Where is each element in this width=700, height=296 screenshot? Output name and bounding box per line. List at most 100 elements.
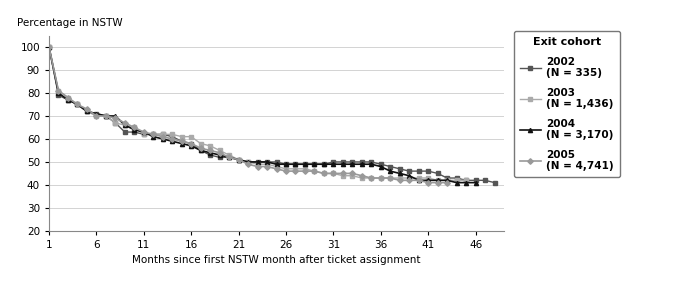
- 2003
(N = 1,436): [395, 176, 404, 180]
- 2002
(N = 335): [120, 130, 129, 134]
- 2002
(N = 335): [149, 133, 158, 136]
- Line: 2002
(N = 335): 2002 (N = 335): [48, 45, 496, 184]
- Line: 2003
(N = 1,436): 2003 (N = 1,436): [48, 45, 468, 182]
- 2002
(N = 335): [490, 181, 498, 184]
- 2005
(N = 4,741): [386, 176, 395, 180]
- 2004
(N = 3,170): [253, 160, 262, 164]
- 2005
(N = 4,741): [443, 181, 452, 184]
- 2005
(N = 4,741): [424, 181, 433, 184]
- 2003
(N = 1,436): [55, 89, 63, 92]
- 2002
(N = 335): [253, 160, 262, 164]
- 2002
(N = 335): [197, 149, 205, 152]
- 2005
(N = 4,741): [187, 142, 195, 145]
- 2002
(N = 335): [367, 160, 375, 164]
- 2004
(N = 3,170): [424, 178, 433, 182]
- 2004
(N = 3,170): [377, 165, 385, 168]
- 2002
(N = 335): [405, 169, 414, 173]
- 2003
(N = 1,436): [102, 114, 110, 118]
- 2002
(N = 335): [310, 163, 319, 166]
- 2002
(N = 335): [262, 160, 271, 164]
- 2003
(N = 1,436): [414, 176, 423, 180]
- 2004
(N = 3,170): [405, 174, 414, 178]
- 2003
(N = 1,436): [158, 133, 167, 136]
- 2004
(N = 3,170): [272, 163, 281, 166]
- 2004
(N = 3,170): [102, 114, 110, 118]
- 2004
(N = 3,170): [206, 151, 214, 155]
- 2004
(N = 3,170): [414, 178, 423, 182]
- 2002
(N = 335): [291, 163, 300, 166]
- 2002
(N = 335): [471, 178, 480, 182]
- 2002
(N = 335): [433, 172, 442, 175]
- 2003
(N = 1,436): [139, 133, 148, 136]
- 2004
(N = 3,170): [443, 178, 452, 182]
- 2003
(N = 1,436): [111, 121, 120, 125]
- 2005
(N = 4,741): [244, 163, 252, 166]
- 2003
(N = 1,436): [339, 174, 347, 178]
- 2003
(N = 1,436): [83, 110, 91, 113]
- 2005
(N = 4,741): [377, 176, 385, 180]
- 2002
(N = 335): [386, 165, 395, 168]
- 2002
(N = 335): [206, 153, 214, 157]
- 2003
(N = 1,436): [197, 142, 205, 145]
- 2005
(N = 4,741): [168, 137, 176, 141]
- 2003
(N = 1,436): [367, 176, 375, 180]
- 2005
(N = 4,741): [329, 172, 337, 175]
- 2004
(N = 3,170): [291, 163, 300, 166]
- 2004
(N = 3,170): [197, 149, 205, 152]
- 2003
(N = 1,436): [244, 160, 252, 164]
- 2004
(N = 3,170): [367, 163, 375, 166]
- 2002
(N = 335): [168, 135, 176, 139]
- 2005
(N = 4,741): [395, 178, 404, 182]
- 2005
(N = 4,741): [291, 169, 300, 173]
- 2004
(N = 3,170): [395, 172, 404, 175]
- 2003
(N = 1,436): [424, 176, 433, 180]
- 2002
(N = 335): [45, 45, 53, 49]
- 2005
(N = 4,741): [92, 114, 101, 118]
- 2002
(N = 335): [358, 160, 366, 164]
- 2004
(N = 3,170): [55, 91, 63, 95]
- 2002
(N = 335): [111, 121, 120, 125]
- 2003
(N = 1,436): [206, 144, 214, 148]
- 2005
(N = 4,741): [149, 133, 158, 136]
- 2004
(N = 3,170): [130, 128, 139, 131]
- 2005
(N = 4,741): [358, 174, 366, 178]
- 2003
(N = 1,436): [149, 133, 158, 136]
- Line: 2004
(N = 3,170): 2004 (N = 3,170): [47, 45, 477, 185]
- 2004
(N = 3,170): [462, 181, 470, 184]
- 2002
(N = 335): [377, 163, 385, 166]
- 2004
(N = 3,170): [45, 45, 53, 49]
- 2002
(N = 335): [234, 158, 243, 161]
- 2003
(N = 1,436): [262, 163, 271, 166]
- 2005
(N = 4,741): [102, 114, 110, 118]
- 2003
(N = 1,436): [234, 158, 243, 161]
- 2005
(N = 4,741): [320, 172, 328, 175]
- 2004
(N = 3,170): [64, 98, 72, 102]
- 2003
(N = 1,436): [377, 176, 385, 180]
- 2005
(N = 4,741): [234, 158, 243, 161]
- 2002
(N = 335): [74, 103, 82, 106]
- 2003
(N = 1,436): [310, 169, 319, 173]
- 2003
(N = 1,436): [358, 176, 366, 180]
- 2002
(N = 335): [329, 160, 337, 164]
- 2004
(N = 3,170): [452, 181, 461, 184]
- 2004
(N = 3,170): [178, 142, 186, 145]
- 2004
(N = 3,170): [386, 169, 395, 173]
- 2004
(N = 3,170): [244, 160, 252, 164]
- 2004
(N = 3,170): [216, 153, 224, 157]
- 2005
(N = 4,741): [64, 96, 72, 99]
- 2005
(N = 4,741): [83, 107, 91, 111]
- 2003
(N = 1,436): [301, 167, 309, 170]
- 2002
(N = 335): [158, 133, 167, 136]
- 2005
(N = 4,741): [414, 178, 423, 182]
- 2005
(N = 4,741): [139, 130, 148, 134]
- 2002
(N = 335): [339, 160, 347, 164]
- 2002
(N = 335): [462, 178, 470, 182]
- 2004
(N = 3,170): [168, 139, 176, 143]
- 2004
(N = 3,170): [158, 137, 167, 141]
- 2004
(N = 3,170): [282, 163, 290, 166]
- 2005
(N = 4,741): [178, 139, 186, 143]
- 2003
(N = 1,436): [64, 96, 72, 99]
- 2002
(N = 335): [395, 167, 404, 170]
- 2003
(N = 1,436): [92, 114, 101, 118]
- 2004
(N = 3,170): [471, 181, 480, 184]
